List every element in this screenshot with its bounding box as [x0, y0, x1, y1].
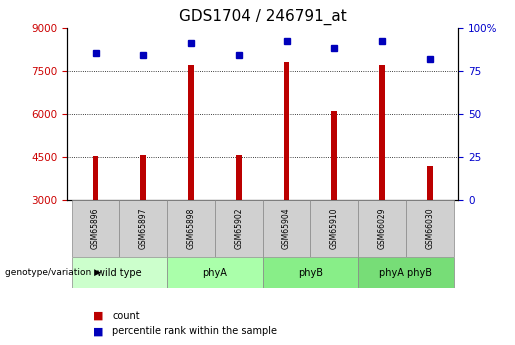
Text: percentile rank within the sample: percentile rank within the sample [112, 326, 277, 336]
Bar [93, 156, 98, 200]
Bar [188, 65, 194, 200]
Bar [141, 155, 146, 200]
Bar [119, 200, 167, 257]
Text: ■: ■ [93, 311, 103, 321]
Text: phyA phyB: phyA phyB [380, 268, 433, 277]
Text: ■: ■ [93, 326, 103, 336]
Bar [72, 257, 167, 288]
Text: genotype/variation ▶: genotype/variation ▶ [5, 268, 101, 277]
Text: count: count [112, 311, 140, 321]
Text: phyA: phyA [202, 268, 227, 277]
Bar [358, 200, 406, 257]
Bar [236, 155, 242, 200]
Bar [263, 257, 358, 288]
Bar [167, 257, 263, 288]
Title: GDS1704 / 246791_at: GDS1704 / 246791_at [179, 9, 347, 25]
Bar [284, 61, 289, 200]
Bar [72, 200, 119, 257]
Bar [311, 200, 358, 257]
Text: GSM66029: GSM66029 [377, 208, 386, 249]
Bar [215, 200, 263, 257]
Text: GSM65904: GSM65904 [282, 208, 291, 249]
Text: GSM65910: GSM65910 [330, 208, 339, 249]
Bar [406, 200, 454, 257]
Text: GSM65902: GSM65902 [234, 208, 243, 249]
Bar [167, 200, 215, 257]
Text: phyB: phyB [298, 268, 323, 277]
Text: wild type: wild type [97, 268, 142, 277]
Text: GSM66030: GSM66030 [425, 208, 434, 249]
Text: GSM65896: GSM65896 [91, 208, 100, 249]
Bar [263, 200, 311, 257]
Bar [427, 166, 433, 200]
Bar [331, 111, 337, 200]
Bar [358, 257, 454, 288]
Text: GSM65897: GSM65897 [139, 208, 148, 249]
Text: GSM65898: GSM65898 [186, 208, 196, 249]
Bar [379, 65, 385, 200]
